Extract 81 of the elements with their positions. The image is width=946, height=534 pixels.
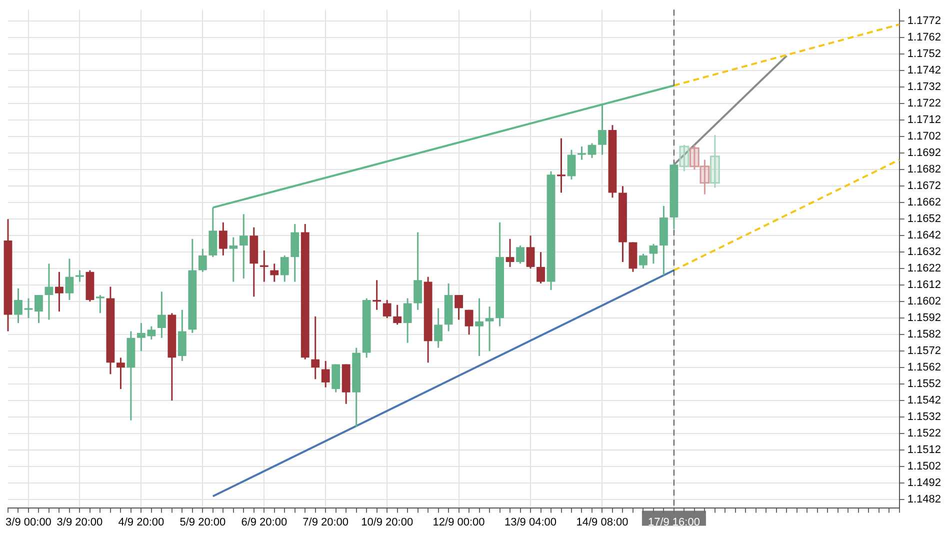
candlestick [24, 298, 33, 319]
y-tick-label: 1.1482 [907, 494, 942, 506]
y-tick-label: 1.1672 [907, 180, 942, 192]
candlestick [649, 243, 658, 264]
y-tick-label: 1.1492 [907, 477, 942, 490]
y-tick-label: 1.1562 [907, 362, 942, 374]
y-tick-label: 1.1522 [907, 428, 942, 440]
x-tick-label: 6/9 20:00 [241, 516, 288, 528]
candlestick [44, 262, 54, 320]
y-tick-label: 1.1662 [907, 196, 942, 209]
candlestick [311, 316, 320, 380]
y-tick-label: 1.1762 [907, 32, 942, 44]
y-tick-label: 1.1622 [907, 262, 942, 275]
candlestick [229, 236, 238, 283]
x-tick-label: 5/9 20:00 [180, 516, 226, 528]
candlestick [157, 290, 166, 339]
candlestick [382, 299, 392, 319]
candlestick [414, 232, 422, 311]
candlestick [260, 250, 268, 283]
candlestick [239, 213, 248, 280]
candlestick [454, 294, 463, 320]
candlestick [475, 298, 484, 357]
candlestick [403, 298, 412, 344]
x-tick-label: 7/9 20:00 [302, 516, 349, 528]
candlestick [76, 270, 84, 283]
y-tick-label: 1.1682 [907, 164, 942, 176]
candlestick [321, 360, 330, 388]
y-tick-label: 1.1752 [907, 48, 942, 60]
candlestick [280, 254, 289, 283]
candlestick [14, 288, 22, 324]
y-tick-label: 1.1532 [907, 411, 942, 424]
candlestick [116, 356, 125, 390]
y-tick-label: 1.1592 [907, 312, 942, 324]
y-tick-label: 1.1722 [907, 98, 942, 110]
x-tick-label: 3/9 20:00 [56, 516, 103, 528]
candlestick [34, 294, 43, 324]
candlestick [588, 142, 596, 159]
x-tick-label: 14/9 08:00 [576, 516, 628, 528]
candlestick [526, 234, 535, 270]
candlestick [218, 222, 228, 256]
y-tick-label: 1.1612 [907, 279, 942, 292]
y-tick-label: 1.1512 [907, 444, 942, 456]
y-tick-label: 1.1652 [907, 213, 942, 226]
x-tick-label: 3/9 00:00 [6, 516, 52, 528]
y-tick-label: 1.1642 [907, 230, 942, 242]
y-tick-label: 1.1502 [907, 460, 942, 473]
candlestick [65, 258, 74, 301]
candlestick [198, 248, 207, 273]
candlestick [639, 253, 648, 270]
candlestick [55, 271, 64, 312]
candlestick [567, 149, 576, 180]
y-tick-label: 1.1602 [907, 296, 942, 308]
candlestick [506, 238, 514, 268]
y-tick-label: 1.1632 [907, 246, 942, 258]
candlestick [536, 251, 545, 284]
y-tick-label: 1.1742 [907, 64, 942, 77]
candlestick [485, 306, 494, 352]
x-tick-label: 4/9 20:00 [118, 516, 164, 528]
candlestick [434, 307, 443, 349]
y-tick-label: 1.1542 [907, 394, 942, 407]
x-tick-label: 13/9 04:00 [504, 516, 557, 528]
candlestick [464, 309, 474, 336]
y-tick-label: 1.1572 [907, 345, 942, 358]
candlestick [393, 304, 402, 326]
y-tick-label: 1.1702 [907, 130, 942, 143]
x-tick-label: 12/9 00:00 [432, 516, 485, 528]
x-tick-label: 17/9 16:00 [648, 516, 700, 528]
candlestick [578, 146, 586, 160]
candlestick [96, 294, 104, 314]
y-tick-label: 1.1772 [907, 15, 942, 28]
y-tick-label: 1.1712 [907, 114, 942, 126]
x-tick-label: 10/9 20:00 [361, 516, 414, 528]
candlestick [557, 138, 566, 194]
candlestick [372, 279, 382, 311]
candlestick [598, 102, 606, 156]
y-tick-label: 1.1552 [907, 378, 942, 390]
candlestick [516, 244, 524, 264]
y-tick-label: 1.1692 [907, 147, 942, 160]
candlestick [270, 262, 279, 283]
y-tick-label: 1.1732 [907, 81, 942, 94]
y-tick-label: 1.1582 [907, 328, 942, 341]
